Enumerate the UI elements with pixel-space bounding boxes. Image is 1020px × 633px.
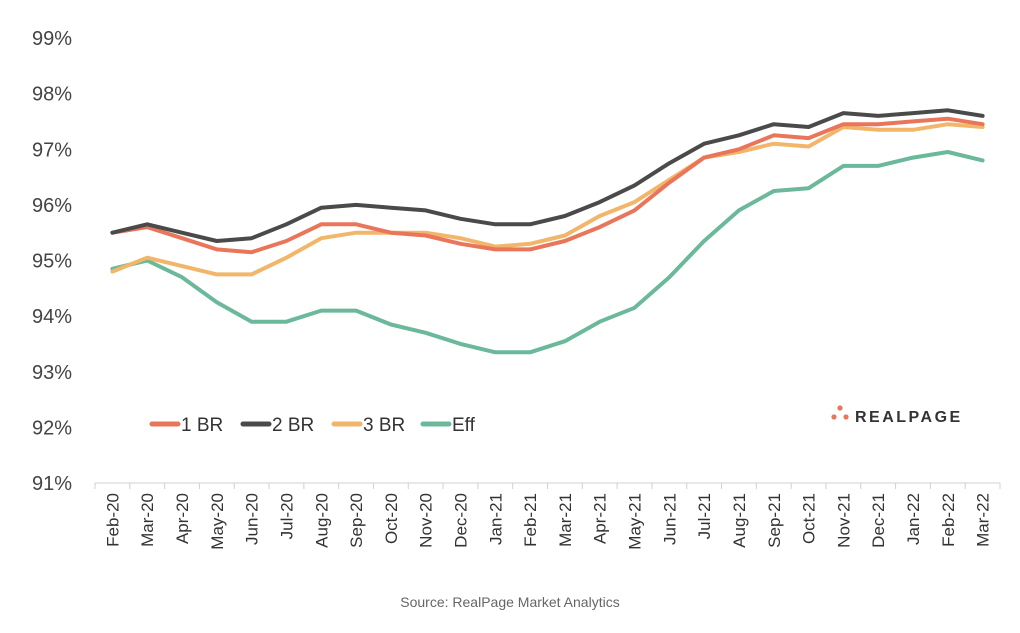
x-tick-label: Sep-21 [765,493,784,548]
x-tick-label: Jul-20 [277,493,296,539]
x-tick-label: Oct-21 [800,493,819,544]
x-tick-label: Nov-20 [417,493,436,548]
logo-dot-top [837,405,843,411]
x-tick-label: Apr-20 [173,493,192,544]
x-tick-label: May-21 [626,493,645,550]
series-line-3-br [110,122,985,277]
y-axis-ticks: 91% 92% 93% 94% 95% 96% 97% 98% 99% [32,28,72,495]
logo-dot-right [843,414,849,420]
x-tick-label: Feb-20 [103,493,122,547]
x-tick-label: Mar-21 [556,493,575,547]
x-axis-ticks: Feb-20 Mar-20 Apr-20 May-20 Jun-20 Jul-20 Aug-… [94,483,1001,550]
legend-label: 3 BR [363,415,405,436]
logo-dot-left [831,414,837,420]
legend-label: 1 BR [181,415,223,436]
source-note: Source: RealPage Market Analytics [400,594,619,610]
x-tick-label: Feb-22 [939,493,958,547]
x-tick-label: Jun-21 [660,493,679,545]
x-tick-label: Dec-20 [451,493,470,548]
y-tick-label: 97% [32,139,72,161]
x-tick-label: Dec-21 [869,493,888,548]
y-tick-label: 98% [32,84,72,106]
y-tick-label: 99% [32,28,72,50]
y-tick-label: 95% [32,251,72,273]
series-lines [110,108,985,355]
y-tick-label: 94% [32,306,72,328]
series-line-2-br [110,108,985,243]
x-tick-label: Sep-20 [347,493,366,548]
x-tick-label: Feb-21 [521,493,540,547]
x-tick-label: Mar-20 [138,493,157,547]
series-line-1-br [110,116,985,255]
x-tick-label: Apr-21 [591,493,610,544]
x-tick-label: Aug-20 [312,493,331,548]
x-tick-label: Jan-21 [486,493,505,545]
realpage-logo: REALPAGE [831,405,963,426]
x-tick-label: Jun-20 [243,493,262,545]
x-tick-label: Nov-21 [834,493,853,548]
x-tick-label: Aug-21 [730,493,749,548]
x-tick-label: Oct-20 [382,493,401,544]
x-tick-label: Mar-22 [974,493,993,547]
legend: 1 BR 2 BR 3 BR Eff [149,415,476,436]
x-tick-label: Jan-22 [904,493,923,545]
logo-text: REALPAGE [855,409,963,426]
y-tick-label: 93% [32,362,72,384]
series-line-eff [110,150,985,355]
y-tick-label: 91% [32,473,72,495]
x-tick-label: May-20 [208,493,227,550]
legend-label: Eff [452,415,476,436]
y-tick-label: 96% [32,195,72,217]
y-tick-label: 92% [32,417,72,439]
legend-label: 2 BR [272,415,314,436]
x-tick-label: Jul-21 [695,493,714,539]
